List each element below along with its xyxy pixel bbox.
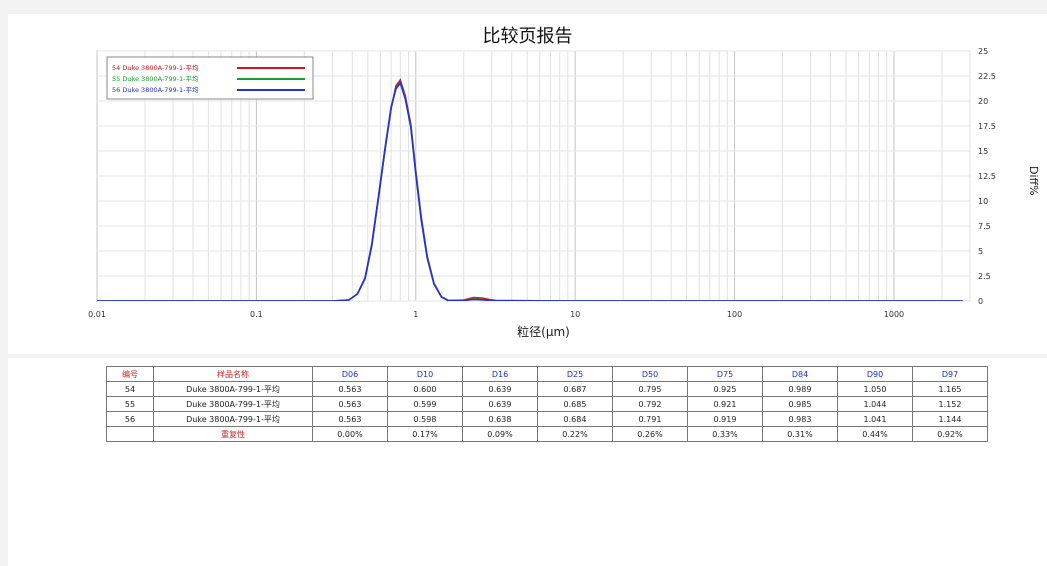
table-cell: 0.684	[537, 411, 613, 427]
x-tick-label: 0.1	[250, 310, 263, 319]
legend: 54 Duke 3800A-799-1-平均 55 Duke 3800A-799-…	[106, 56, 314, 100]
table-cell: 0.44%	[837, 426, 913, 442]
legend-label: 55 Duke 3800A-799-1-平均	[112, 74, 199, 83]
table-cell: 0.09%	[462, 426, 538, 442]
table-cell: 0.685	[537, 396, 613, 412]
table-cell: 56	[106, 411, 154, 427]
y-tick-label: 12.5	[978, 172, 996, 181]
table-cell: 0.33%	[687, 426, 763, 442]
table-cell: 0.989	[762, 381, 838, 397]
legend-label: 56 Duke 3800A-799-1-平均	[112, 85, 199, 94]
chart-title: 比较页报告	[482, 26, 573, 47]
table-cell: 0.599	[387, 396, 463, 412]
table-cell: 0.22%	[537, 426, 613, 442]
x-tick-label: 100	[727, 310, 742, 319]
table-cell: 0.31%	[762, 426, 838, 442]
header-cell: D75	[687, 366, 763, 382]
table-row: 54 Duke 3800A-799-1-平均 0.563 0.600 0.639 0.68…	[106, 381, 988, 397]
table-cell: 0.638	[462, 411, 538, 427]
header-cell: D25	[537, 366, 613, 382]
table-cell: 1.165	[912, 381, 988, 397]
x-tick-label: 1	[413, 310, 418, 319]
table-cell: 0.639	[462, 396, 538, 412]
table-cell: 0.600	[387, 381, 463, 397]
table-panel: 编号 样品名称 D06 D10 D16 D25 D50 D75 D84 D90 D97 54 Duke…	[8, 358, 1047, 566]
table-cell: Duke 3800A-799-1-平均	[153, 381, 313, 397]
table-cell: 0.919	[687, 411, 763, 427]
results-table: 编号 样品名称 D06 D10 D16 D25 D50 D75 D84 D90 D97 54 Duke…	[106, 366, 988, 442]
y-tick-label: 10	[978, 197, 988, 206]
header-cell: D90	[837, 366, 913, 382]
table-cell: Duke 3800A-799-1-平均	[153, 396, 313, 412]
table-cell: 0.563	[312, 381, 388, 397]
table-cell: 0.795	[612, 381, 688, 397]
y-tick-label: 5	[978, 247, 983, 256]
table-row: 55 Duke 3800A-799-1-平均 0.563 0.599 0.639 0.68…	[106, 396, 988, 412]
header-cell: D10	[387, 366, 463, 382]
table-cell: Duke 3800A-799-1-平均	[153, 411, 313, 427]
table-row: 重复性 0.00% 0.17% 0.09% 0.22% 0.26% 0.33% 0.31% 0.…	[106, 426, 988, 442]
header-cell: D50	[612, 366, 688, 382]
chart-panel: 比较页报告 0.01 0.1 1 10 100 1000 0 2.5 5 7.5 10 12.5 15 1…	[8, 14, 1047, 354]
table-cell	[106, 426, 154, 442]
particle-size-chart: 0.01 0.1 1 10 100 1000 0 2.5 5 7.5 10 12.5 15 17.5 20 2…	[88, 47, 1040, 339]
y-axis-label: Diff%	[1027, 166, 1040, 196]
header-cell: 样品名称	[153, 366, 313, 382]
header-cell: D16	[462, 366, 538, 382]
y-tick-label: 0	[978, 297, 983, 306]
table-cell: 0.921	[687, 396, 763, 412]
table-row: 56 Duke 3800A-799-1-平均 0.563 0.598 0.638 0.68…	[106, 411, 988, 427]
table-cell: 0.925	[687, 381, 763, 397]
y-tick-label: 15	[978, 147, 988, 156]
header-cell: D97	[912, 366, 988, 382]
y-tick-label: 2.5	[978, 272, 991, 281]
header-cell: 编号	[106, 366, 154, 382]
y-tick-label: 17.5	[978, 122, 996, 131]
x-axis-label: 粒径(μm)	[517, 324, 570, 339]
y-tick-label: 25	[978, 47, 988, 56]
table-cell: 0.26%	[612, 426, 688, 442]
table-cell: 0.639	[462, 381, 538, 397]
table-cell: 0.792	[612, 396, 688, 412]
table-cell: 1.152	[912, 396, 988, 412]
table-body: 54 Duke 3800A-799-1-平均 0.563 0.600 0.639 0.68…	[106, 381, 988, 442]
table-cell: 0.563	[312, 411, 388, 427]
table-cell: 0.92%	[912, 426, 988, 442]
y-tick-label: 7.5	[978, 222, 991, 231]
table-header-row: 编号 样品名称 D06 D10 D16 D25 D50 D75 D84 D90 D97	[106, 366, 988, 382]
table-cell: 0.985	[762, 396, 838, 412]
legend-label: 54 Duke 3800A-799-1-平均	[112, 63, 199, 72]
table-cell: 1.144	[912, 411, 988, 427]
table-cell: 0.687	[537, 381, 613, 397]
table-cell: 1.044	[837, 396, 913, 412]
table-cell: 0.791	[612, 411, 688, 427]
table-cell: 0.983	[762, 411, 838, 427]
x-tick-label: 1000	[884, 310, 904, 319]
table-cell: 0.563	[312, 396, 388, 412]
x-tick-label: 0.01	[88, 310, 106, 319]
table-cell: 重复性	[153, 426, 313, 442]
y-tick-label: 20	[978, 97, 988, 106]
table-cell: 54	[106, 381, 154, 397]
table-cell: 55	[106, 396, 154, 412]
table-cell: 0.17%	[387, 426, 463, 442]
header-cell: D06	[312, 366, 388, 382]
series-line-3	[97, 81, 963, 301]
header-cell: D84	[762, 366, 838, 382]
table-cell: 1.041	[837, 411, 913, 427]
table-cell: 0.598	[387, 411, 463, 427]
table-cell: 0.00%	[312, 426, 388, 442]
table-cell: 1.050	[837, 381, 913, 397]
x-tick-label: 10	[570, 310, 580, 319]
y-tick-label: 22.5	[978, 72, 996, 81]
